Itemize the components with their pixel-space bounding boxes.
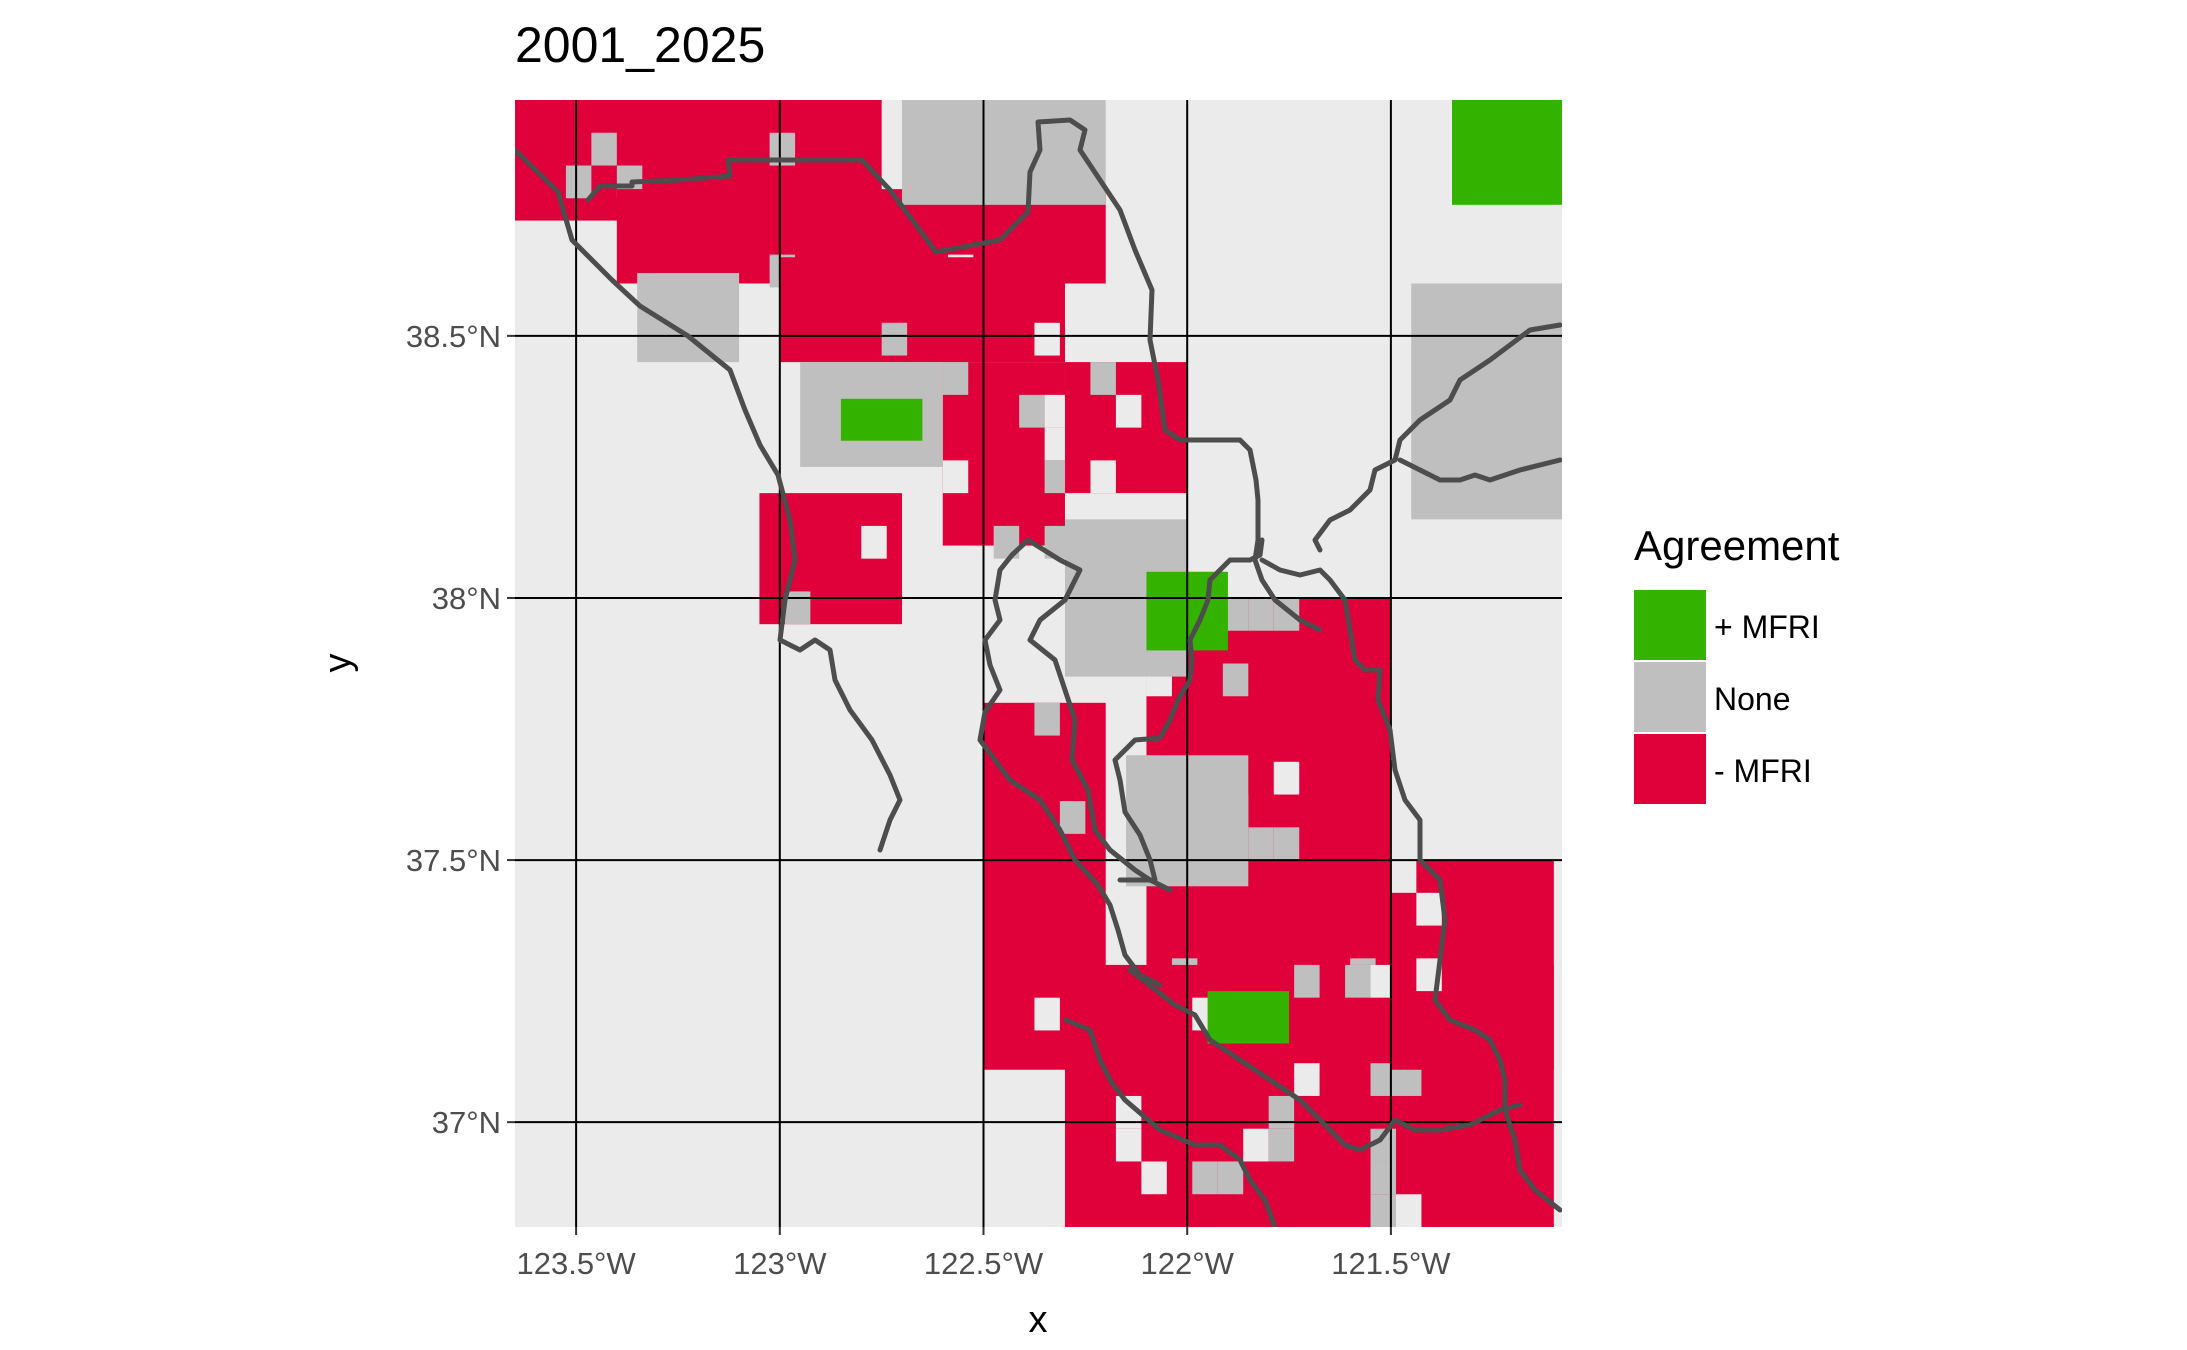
raster-cell — [942, 362, 969, 395]
raster-cell — [1034, 702, 1060, 736]
raster-cell — [591, 132, 617, 166]
county-boundary — [977, 537, 1163, 988]
raster-cell — [1345, 964, 1371, 998]
raster-cell — [1395, 1194, 1422, 1227]
y-tick-label: 37.5°N — [406, 843, 501, 878]
raster-cell — [1248, 597, 1274, 631]
raster-cell — [1268, 1095, 1295, 1129]
county-boundary — [585, 117, 1323, 633]
legend: Agreement + MFRI None - MFRI — [1634, 522, 1840, 804]
raster-cell — [1268, 1128, 1295, 1162]
raster-region — [1452, 100, 1562, 205]
raster-cell — [784, 591, 811, 625]
raster-cell — [1019, 394, 1045, 428]
raster-cell — [1294, 964, 1320, 998]
raster-cell — [1222, 663, 1249, 697]
county-boundary — [1259, 557, 1562, 1213]
legend-label-minus-mfri: - MFRI — [1714, 753, 1812, 789]
raster-cell — [1115, 1128, 1142, 1162]
x-tick-label: 122°W — [1141, 1246, 1235, 1281]
legend-label-plus-mfri: + MFRI — [1714, 609, 1820, 645]
legend-key-plus-mfri — [1634, 590, 1706, 660]
raster-cell — [1390, 860, 1417, 893]
raster-region — [1207, 991, 1290, 1044]
raster-cell — [881, 322, 908, 356]
y-tick-label: 37°N — [432, 1105, 501, 1140]
raster-cell — [1243, 1128, 1269, 1162]
x-tick-label: 122.5°W — [924, 1246, 1044, 1281]
raster-cell — [942, 460, 969, 494]
raster-cell — [1034, 997, 1060, 1031]
x-tick-label: 121.5°W — [1331, 1246, 1451, 1281]
raster-cell — [1370, 1194, 1396, 1227]
county-boundary — [1063, 1017, 1278, 1227]
county-boundary — [1397, 457, 1562, 483]
y-tick-label: 38°N — [432, 581, 501, 616]
county-boundary — [1112, 537, 1265, 883]
raster-cell — [1217, 1161, 1244, 1195]
raster-cell — [1090, 362, 1116, 395]
raster-cell — [1141, 1161, 1167, 1195]
raster-cell — [1115, 394, 1142, 428]
legend-key-minus-mfri — [1634, 734, 1706, 804]
raster-cell — [1273, 827, 1300, 861]
raster-region — [779, 257, 1065, 363]
raster-region — [637, 272, 740, 363]
raster-cell — [1248, 827, 1274, 861]
raster-region — [902, 100, 1106, 205]
legend-title: Agreement — [1634, 522, 1840, 569]
county-boundary — [1312, 322, 1562, 553]
legend-key-none — [1634, 662, 1706, 732]
raster-cell — [1059, 801, 1086, 834]
raster-cell — [861, 525, 887, 559]
y-axis: 38.5°N 38°N 37.5°N 37°N — [406, 319, 515, 1140]
raster-cell — [1416, 892, 1442, 926]
x-tick-label: 123°W — [733, 1246, 827, 1281]
x-axis: 123.5°W 123°W 122.5°W 122°W 121.5°W — [516, 1227, 1451, 1281]
raster-cell — [1034, 322, 1060, 356]
plot-title: 2001_2025 — [515, 17, 765, 73]
raster-cell — [1370, 1161, 1396, 1195]
raster-cell — [1294, 1063, 1320, 1096]
x-axis-title: x — [1029, 1299, 1048, 1341]
raster-cell — [565, 165, 592, 199]
x-tick-label: 123.5°W — [516, 1246, 636, 1281]
legend-label-none: None — [1714, 681, 1791, 717]
y-tick-label: 38.5°N — [406, 319, 501, 354]
raster-cell — [1192, 1161, 1218, 1195]
raster-region — [1411, 283, 1562, 520]
county-outlines — [515, 117, 1562, 1227]
raster-region — [840, 398, 923, 441]
county-boundary — [1127, 967, 1523, 1153]
y-axis-title: y — [317, 654, 359, 673]
raster-cell — [1273, 761, 1300, 795]
county-boundary — [515, 147, 903, 853]
raster-cell — [1090, 460, 1116, 494]
county-boundary — [1025, 537, 1173, 893]
